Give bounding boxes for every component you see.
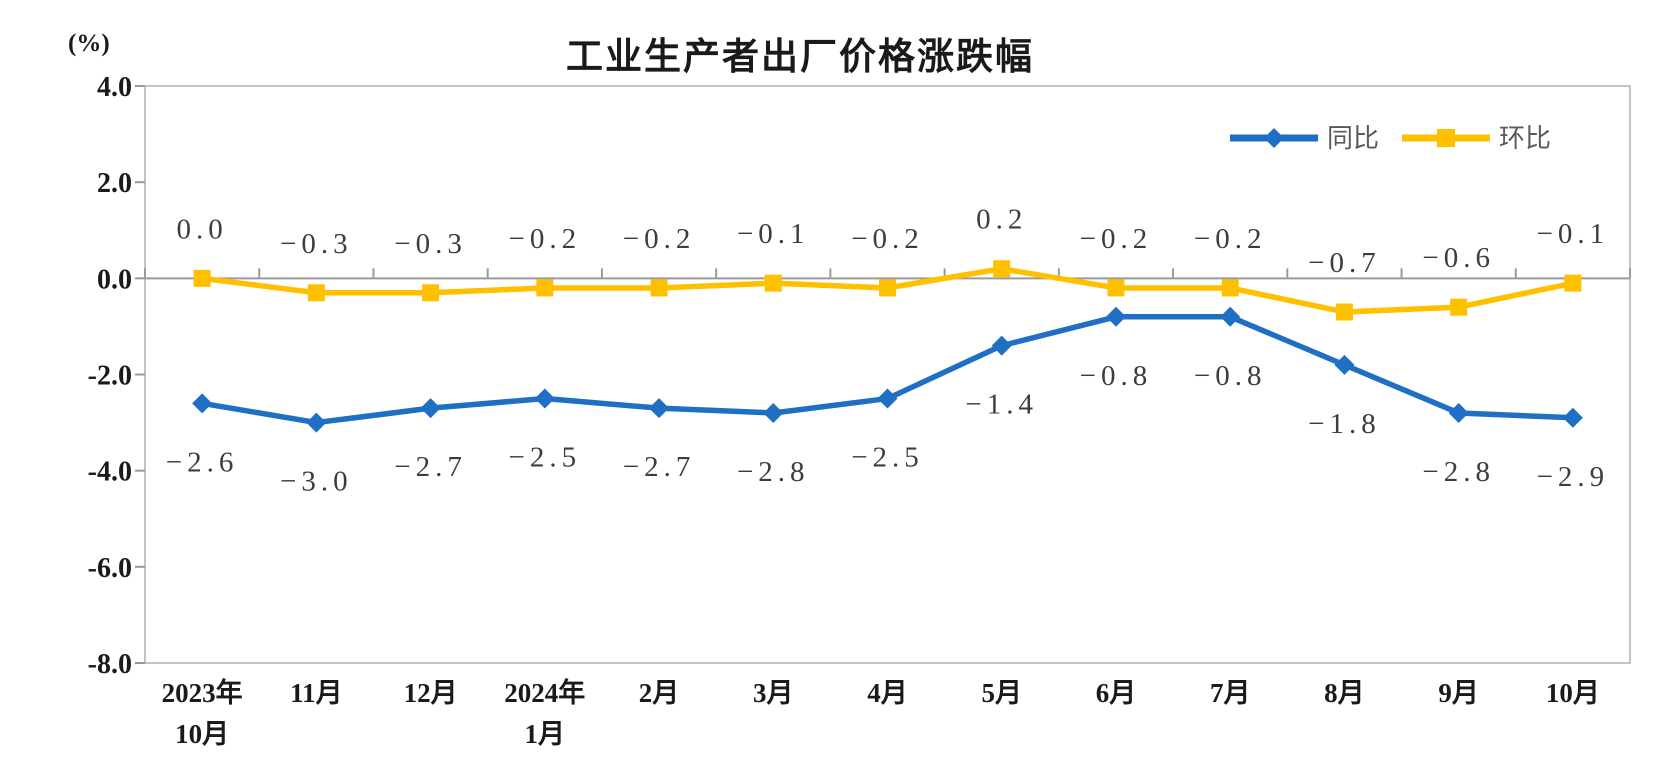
data-label-同比: −2.6 xyxy=(166,446,239,478)
data-label-环比: −0.2 xyxy=(509,223,582,255)
data-point-marker-同比 xyxy=(1448,402,1469,423)
data-point-marker-同比 xyxy=(306,412,327,433)
data-point-marker-同比 xyxy=(1562,407,1583,428)
x-axis-label: 11月 xyxy=(290,678,343,708)
x-axis-label: 2月 xyxy=(639,678,680,708)
data-label-同比: −1.4 xyxy=(965,389,1038,421)
legend: 同比 环比 xyxy=(1230,124,1551,153)
y-axis-label: 4.0 xyxy=(97,72,132,103)
data-label-环比: 0.0 xyxy=(176,213,227,245)
y-axis-label: -8.0 xyxy=(88,649,132,680)
data-label-同比: −2.8 xyxy=(1422,456,1495,488)
x-axis-label: 2024年 xyxy=(504,677,585,708)
data-point-marker-同比 xyxy=(1220,306,1241,327)
data-label-同比: −0.8 xyxy=(1194,360,1267,392)
x-axis-label: 12月 xyxy=(404,678,458,708)
x-axis-label: 10月 xyxy=(1546,678,1600,708)
data-point-marker-同比 xyxy=(534,388,555,409)
x-axis-label: 3月 xyxy=(753,678,794,708)
x-axis-label: 6月 xyxy=(1096,678,1137,708)
data-label-同比: −1.8 xyxy=(1308,408,1381,440)
data-point-marker-同比 xyxy=(1105,306,1126,327)
legend-item-环比: 环比 xyxy=(1402,124,1551,153)
plot-border xyxy=(144,85,1631,664)
data-point-marker-同比 xyxy=(991,335,1012,356)
data-point-marker-环比 xyxy=(993,260,1011,278)
legend-marker-icon xyxy=(1264,128,1284,148)
data-point-marker-环比 xyxy=(193,269,211,287)
data-point-marker-环比 xyxy=(536,279,554,297)
chart-title: 工业生产者出厂价格涨跌幅 xyxy=(566,36,1034,77)
y-axis-label: -4.0 xyxy=(88,457,132,488)
data-point-marker-环比 xyxy=(307,284,325,302)
y-axis-label: -2.0 xyxy=(88,361,132,392)
data-label-同比: −2.5 xyxy=(509,442,582,474)
data-label-环比: −0.2 xyxy=(1080,223,1153,255)
data-label-环比: −0.2 xyxy=(623,223,696,255)
data-point-marker-环比 xyxy=(650,279,668,297)
data-point-marker-同比 xyxy=(420,398,441,419)
data-label-同比: −2.5 xyxy=(851,442,924,474)
data-label-环比: −0.2 xyxy=(851,223,924,255)
x-axis-label: 10月 xyxy=(175,719,229,749)
data-point-marker-环比 xyxy=(1564,274,1582,292)
y-axis-label: 0.0 xyxy=(97,264,132,295)
data-point-marker-同比 xyxy=(763,402,784,423)
data-point-marker-同比 xyxy=(649,398,670,419)
data-point-marker-环比 xyxy=(1450,298,1468,316)
data-label-同比: −0.8 xyxy=(1080,360,1153,392)
data-point-marker-环比 xyxy=(422,284,440,302)
x-axis-label: 1月 xyxy=(525,719,566,749)
x-axis-label: 5月 xyxy=(981,678,1022,708)
legend-item-同比: 同比 xyxy=(1230,124,1379,153)
legend-marker-icon xyxy=(1437,129,1455,147)
data-point-marker-环比 xyxy=(764,274,782,292)
y-axis-label: 2.0 xyxy=(97,168,132,199)
data-point-marker-环比 xyxy=(1335,303,1353,321)
legend-label: 环比 xyxy=(1499,124,1551,153)
data-label-环比: −0.3 xyxy=(394,228,467,260)
data-point-marker-同比 xyxy=(877,388,898,409)
data-label-环比: −0.7 xyxy=(1308,247,1381,279)
data-label-环比: −0.6 xyxy=(1422,242,1495,274)
y-axis-label: -6.0 xyxy=(88,553,132,584)
data-label-环比: −0.1 xyxy=(1537,218,1610,250)
data-label-同比: −3.0 xyxy=(280,466,353,498)
data-point-marker-同比 xyxy=(1334,354,1355,375)
data-point-marker-同比 xyxy=(192,393,213,414)
data-point-marker-环比 xyxy=(1221,279,1239,297)
data-label-同比: −2.8 xyxy=(737,456,810,488)
data-label-环比: −0.1 xyxy=(737,218,810,250)
data-label-环比: −0.3 xyxy=(280,228,353,260)
x-axis-label: 9月 xyxy=(1438,678,1479,708)
data-label-同比: −2.7 xyxy=(623,451,696,483)
data-label-同比: −2.7 xyxy=(394,451,467,483)
data-label-同比: −2.9 xyxy=(1537,461,1610,493)
data-label-环比: −0.2 xyxy=(1194,223,1267,255)
data-point-marker-环比 xyxy=(1107,279,1125,297)
y-axis-unit-label: (%) xyxy=(68,30,110,57)
x-axis-label: 8月 xyxy=(1324,678,1365,708)
data-label-环比: 0.2 xyxy=(976,204,1027,236)
data-point-marker-环比 xyxy=(879,279,896,297)
legend-label: 同比 xyxy=(1327,124,1379,153)
x-axis-label: 4月 xyxy=(867,678,908,708)
x-axis-label: 2023年 xyxy=(162,677,243,708)
x-axis-label: 7月 xyxy=(1210,678,1251,708)
